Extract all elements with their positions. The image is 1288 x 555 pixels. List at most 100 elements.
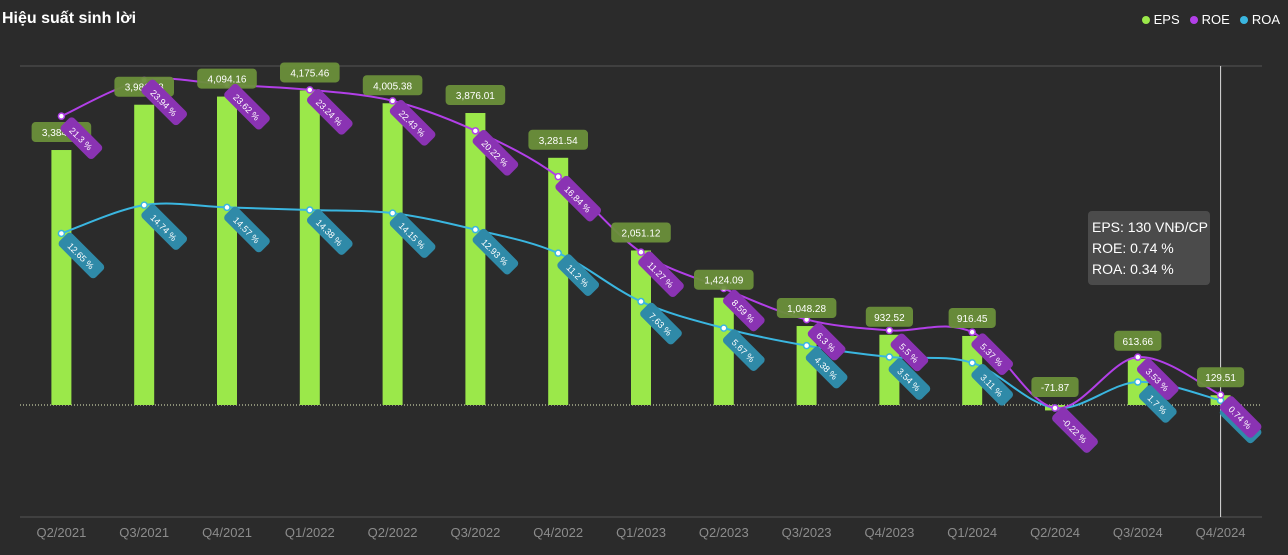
eps-bar	[51, 150, 72, 405]
eps-bar	[299, 90, 320, 406]
roe-data-label-box	[722, 289, 765, 332]
roe-data-label-box	[224, 83, 270, 130]
legend-dot-roe	[1189, 15, 1198, 24]
x-tick-label: Q4/2021	[202, 525, 252, 540]
eps-label-box	[611, 222, 671, 243]
roe-point	[637, 248, 645, 256]
legend-label-eps: EPS	[1153, 12, 1180, 27]
roe-data-label-box	[971, 333, 1014, 376]
roe-data-label-box	[1136, 358, 1179, 400]
roe-point	[1051, 404, 1059, 412]
roa-point	[720, 324, 728, 332]
x-tick-label: Q4/2023	[864, 525, 914, 540]
x-tick-label: Q2/2024	[1030, 525, 1080, 540]
roa-data-label-box	[472, 228, 519, 275]
roe-data-label-box	[638, 251, 684, 297]
legend-dot-eps	[1141, 15, 1150, 24]
eps-data-label: 1,424.09	[704, 276, 743, 287]
tooltip-roa: ROA: 0.34 %	[1092, 261, 1174, 277]
roa-data-label-box	[389, 212, 436, 258]
eps-label-box	[865, 306, 913, 327]
eps-bar	[134, 104, 155, 406]
roe-point	[57, 112, 66, 120]
roa-point	[637, 297, 645, 306]
eps-bar	[631, 250, 651, 405]
roe-point	[968, 328, 976, 336]
legend-item-eps[interactable]: EPS	[1141, 12, 1180, 27]
legend-label-roe: ROE	[1201, 12, 1230, 27]
roa-point	[885, 353, 894, 361]
tooltip: EPS: 130 VNĐ/CP ROE: 0.74 % ROA: 0.34 %	[1088, 211, 1210, 285]
roa-data-label-box	[58, 232, 105, 279]
eps-bar	[713, 297, 734, 405]
eps-bar	[382, 103, 403, 405]
roa-point	[968, 359, 976, 367]
eps-data-label: 613.66	[1123, 337, 1154, 348]
eps-data-label: 3,876.01	[456, 91, 495, 102]
roa-point	[223, 203, 231, 212]
roa-point	[306, 206, 314, 214]
roe-point	[388, 97, 397, 105]
roa-data-label-box	[306, 209, 353, 255]
eps-data-label: 4,094.16	[208, 75, 247, 86]
eps-label-box	[362, 75, 423, 96]
roe-data-label-box	[141, 79, 188, 126]
eps-data-label: 3,384.67	[42, 128, 81, 139]
eps-data-label: 4,175.46	[290, 68, 329, 79]
roa-data-label-box	[640, 302, 682, 345]
eps-data-label: 4,005.38	[373, 81, 412, 92]
roe-data-label-box	[1052, 407, 1098, 453]
roe-data-label-box	[389, 100, 436, 146]
legend-dot-roa	[1239, 15, 1248, 24]
legend-item-roe[interactable]: ROE	[1189, 12, 1230, 27]
eps-data-label: 129.51	[1205, 373, 1236, 384]
roe-point	[1216, 391, 1225, 399]
chart-title: Hiệu suất sinh lời	[2, 10, 137, 27]
roe-data-label-box	[60, 117, 103, 160]
roa-point	[471, 225, 480, 234]
eps-bar	[465, 113, 486, 405]
eps-label-box	[197, 68, 257, 89]
roe-data-label-box	[472, 130, 519, 176]
eps-data-label: 1,048.28	[787, 304, 826, 315]
roa-data-label-box	[141, 204, 188, 250]
x-tick-label: Q3/2021	[119, 525, 169, 540]
eps-bar	[962, 335, 983, 405]
roa-data-label-group: 12.65 %	[58, 232, 105, 279]
roe-data-label-box	[1219, 396, 1262, 438]
eps-data-label: -71.87	[1041, 383, 1070, 394]
roa-point	[554, 249, 562, 257]
x-tick-label: Q4/2022	[533, 525, 583, 540]
roa-point	[57, 229, 66, 238]
eps-label-box	[776, 298, 837, 319]
eps-bar	[217, 96, 237, 406]
x-tick-label: Q1/2023	[616, 525, 666, 540]
x-tick-label: Q2/2021	[36, 525, 86, 540]
roa-data-label-box	[557, 254, 600, 296]
eps-bar	[548, 157, 569, 405]
eps-data-label: 916.45	[957, 314, 988, 325]
roa-data-label-box	[888, 358, 931, 400]
tooltip-roe: ROE: 0.74 %	[1092, 240, 1174, 256]
x-tick-label: Q4/2024	[1196, 525, 1246, 540]
eps-label-box	[280, 62, 340, 83]
x-tick-label: Q1/2022	[285, 525, 335, 540]
roe-point	[306, 86, 314, 94]
x-tick-label: Q3/2023	[782, 525, 832, 540]
eps-label-box	[528, 129, 588, 150]
roa-data-label-box	[1138, 385, 1177, 423]
x-tick-label: Q2/2022	[368, 525, 418, 540]
eps-label-box	[948, 307, 996, 328]
roa-data-label-box	[224, 206, 270, 253]
legend: EPS ROE ROA	[1141, 12, 1280, 27]
roe-data-label-group: -0.22 %	[1052, 407, 1098, 453]
legend-item-roa[interactable]: ROA	[1239, 12, 1280, 27]
tooltip-eps: EPS: 130 VNĐ/CP	[1092, 219, 1208, 235]
x-tick-label: Q3/2024	[1113, 525, 1163, 540]
roe-data-label-box	[890, 333, 929, 372]
roa-point	[802, 341, 811, 350]
roe-point	[554, 172, 562, 181]
eps-label-box	[1114, 330, 1162, 351]
roa-data-label-box	[722, 329, 765, 371]
